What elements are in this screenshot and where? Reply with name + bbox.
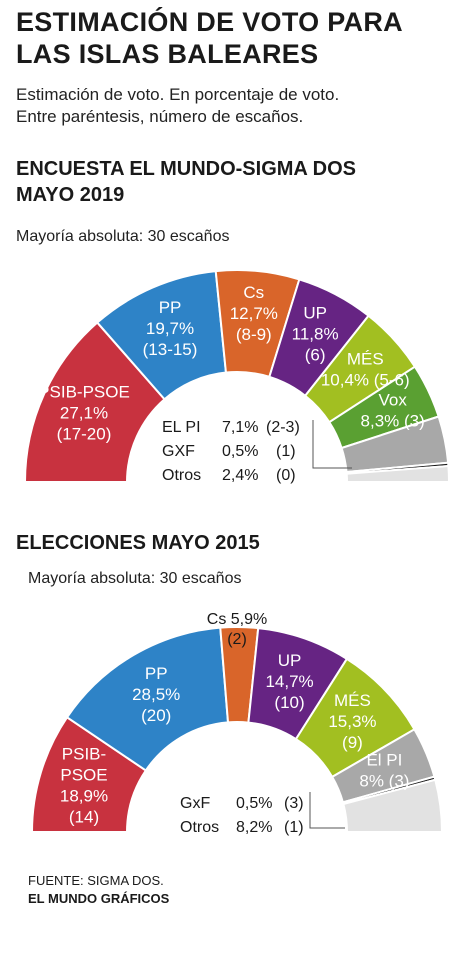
label-pp-2: (20) — [141, 706, 171, 725]
chart2-title: ELECCIONES MAYO 2015 — [16, 530, 456, 556]
chart1-hemicycle: PSIB-PSOE 27,1% (17-20) PP 19,7% (13-15) Cs 12,… — [23, 269, 451, 484]
label-m-s-0: MÉS — [347, 349, 384, 368]
page-title: ESTIMACIÓN DE VOTO PARA LAS ISLAS BALEAR… — [16, 6, 456, 70]
chart1-title: ENCUESTA EL MUNDO-SIGMA DOS MAYO 2019 — [16, 156, 456, 208]
legend-el-pi-name: EL PI — [162, 419, 201, 436]
chart2-majority-note: Mayoría absoluta: 30 escaños — [28, 570, 242, 587]
source-line: FUENTE: SIGMA DOS. — [28, 873, 164, 888]
label-up-0: UP — [278, 651, 302, 670]
legend-el-pi-seats: (2-3) — [266, 419, 300, 436]
label-cs-5-9-0: Cs 5,9% — [207, 611, 267, 628]
label-psib-psoe-0: PSIB-PSOE — [38, 383, 130, 402]
label-psib-psoe-2: (17-20) — [57, 425, 112, 444]
label-cs-2: (8-9) — [236, 325, 272, 344]
label-el-pi-1: 8% (3) — [359, 771, 409, 790]
label-m-s-0: MÉS — [334, 691, 371, 710]
legend-gxf-seats: (1) — [276, 443, 296, 460]
label-psib-psoe-1: 27,1% — [60, 404, 108, 423]
legend-otros-pct: 2,4% — [222, 467, 258, 484]
label-psib-3: (14) — [69, 808, 99, 827]
label-pp-1: 28,5% — [132, 685, 180, 704]
legend-gxf-pct: 0,5% — [222, 443, 258, 460]
legend-el-pi-pct: 7,1% — [222, 419, 258, 436]
legend-gxf-name: GxF — [180, 795, 210, 812]
credit-line: EL MUNDO GRÁFICOS — [28, 891, 170, 906]
legend-gxf-seats: (3) — [284, 795, 304, 812]
chart2-title-line-1: ELECCIONES MAYO 2015 — [16, 532, 260, 554]
label-up-1: 14,7% — [265, 672, 313, 691]
slice-otros — [345, 464, 451, 483]
label-pp-2: (13-15) — [143, 340, 198, 359]
label-pp-1: 19,7% — [146, 319, 194, 338]
legend-otros-name: Otros — [162, 467, 201, 484]
label-pp-0: PP — [159, 298, 182, 317]
legend-gxf-name: GXF — [162, 443, 195, 460]
subtitle-line-2: Entre paréntesis, número de escaños. — [16, 107, 304, 126]
legend-gxf-pct: 0,5% — [236, 795, 272, 812]
legend-otros-pct: 8,2% — [236, 819, 272, 836]
label-vox-1: 8,3% (3) — [361, 411, 425, 430]
label-cs-0: Cs — [243, 283, 264, 302]
label-up-1: 11,8% — [292, 324, 339, 343]
chart1-majority-note: Mayoría absoluta: 30 escaños — [16, 228, 230, 245]
legend-otros-name: Otros — [180, 819, 219, 836]
legend-bracket — [309, 792, 345, 829]
title-line-1: ESTIMACIÓN DE VOTO PARA — [16, 7, 403, 37]
slice-otros — [342, 778, 444, 833]
page-subtitle: Estimación de voto. En porcentaje de vot… — [16, 84, 456, 128]
chart2-hemicycle: PSIB- PSOE 18,9% (14) PP 28,5% (20) Cs 5,9% (2) U… — [30, 611, 444, 836]
subtitle-line-1: Estimación de voto. En porcentaje de vot… — [16, 85, 340, 104]
legend-bracket — [312, 420, 352, 469]
label-m-s-1: 10,4% (5-6) — [321, 370, 410, 389]
label-psib-1: PSOE — [60, 766, 107, 785]
label-cs-1: 12,7% — [230, 304, 278, 323]
legend-otros-seats: (1) — [284, 819, 304, 836]
label-up-2: (10) — [274, 693, 304, 712]
title-line-2: LAS ISLAS BALEARES — [16, 39, 319, 69]
chart1-title-line-2: MAYO 2019 — [16, 184, 125, 206]
label-up-0: UP — [303, 303, 327, 322]
label-m-s-2: (9) — [342, 733, 363, 752]
legend-otros-seats: (0) — [276, 467, 296, 484]
label-pp-0: PP — [145, 664, 168, 683]
label-psib-2: 18,9% — [60, 787, 108, 806]
label-vox-0: Vox — [378, 390, 407, 409]
label-m-s-1: 15,3% — [328, 712, 376, 731]
label-up-2: (6) — [305, 345, 326, 364]
label-cs-5-9-0: (2) — [227, 631, 247, 648]
label-el-pi-0: El PI — [366, 750, 402, 769]
chart1-title-line-1: ENCUESTA EL MUNDO-SIGMA DOS — [16, 158, 357, 180]
label-psib-0: PSIB- — [62, 745, 106, 764]
